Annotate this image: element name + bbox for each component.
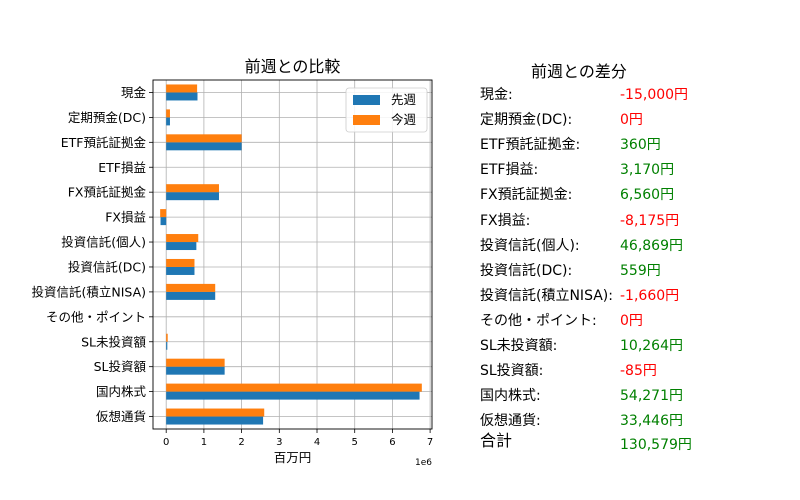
diff-value: 0円 xyxy=(620,312,643,329)
diff-value: -85円 xyxy=(620,363,657,380)
bar-last-week xyxy=(166,341,168,350)
diff-value: 54,271円 xyxy=(620,388,683,405)
bar-this-week xyxy=(166,333,168,342)
y-tick-label: SL未投資額 xyxy=(81,334,146,349)
diff-label: ETF預託証拠金: xyxy=(480,137,581,154)
legend-swatch xyxy=(353,95,380,105)
diff-label: その他・ポイント: xyxy=(480,312,597,329)
x-tick-label: 4 xyxy=(314,437,320,448)
y-tick-label: 現金 xyxy=(121,85,147,100)
x-tick-label: 7 xyxy=(427,437,433,448)
y-tick-label: FX預託証拠金 xyxy=(68,185,147,200)
x-tick-label: 0 xyxy=(163,437,169,448)
diff-label: 国内株式: xyxy=(480,388,541,405)
bar-last-week xyxy=(166,391,420,400)
x-axis-label: 百万円 xyxy=(274,450,312,465)
y-tick-label: 投資信託(DC) xyxy=(68,259,146,274)
diff-value: 33,446円 xyxy=(620,413,683,430)
bar-last-week xyxy=(166,291,216,300)
y-tick-label: ETF損益 xyxy=(98,160,146,175)
diff-label: FX損益: xyxy=(480,212,531,229)
diff-value: 6,560円 xyxy=(620,187,675,204)
bar-last-week xyxy=(166,92,198,101)
x-tick-label: 2 xyxy=(238,437,244,448)
bar-this-week xyxy=(160,209,167,218)
bar-last-week xyxy=(166,266,195,275)
y-tick-label: 仮想通貨 xyxy=(96,409,146,424)
diff-label: 投資信託(DC): xyxy=(480,262,573,279)
diff-label: SL未投資額: xyxy=(480,338,558,354)
bar-this-week xyxy=(166,383,422,392)
bar-last-week xyxy=(160,217,167,226)
x-tick-label: 3 xyxy=(276,437,282,448)
diff-label: SL投資額: xyxy=(480,363,544,380)
bar-this-week xyxy=(166,109,170,118)
y-tick-label: その他・ポイント xyxy=(46,309,146,324)
legend-swatch xyxy=(353,115,380,125)
bar-this-week xyxy=(166,283,216,292)
bar-this-week xyxy=(166,184,219,193)
chart-title: 前週との比較 xyxy=(245,57,341,76)
diff-label: 投資信託(積立NISA): xyxy=(480,287,613,304)
bar-last-week xyxy=(166,366,225,375)
x-axis-offset-label: 1e6 xyxy=(415,458,432,468)
bar-this-week xyxy=(166,84,198,93)
diff-value: 10,264円 xyxy=(620,338,683,354)
diff-value: 559円 xyxy=(620,262,661,279)
diff-value: 3,170円 xyxy=(620,162,675,179)
x-tick-label: 6 xyxy=(389,437,395,448)
diff-label: FX預託証拠金: xyxy=(480,187,573,204)
y-tick-label: 国内株式 xyxy=(96,384,147,399)
diff-value: -1,660円 xyxy=(620,287,680,304)
diff-title: 前週との差分 xyxy=(531,62,627,81)
bar-this-week xyxy=(166,358,225,367)
bar-this-week xyxy=(166,258,195,267)
bar-this-week xyxy=(166,134,242,143)
legend-label: 先週 xyxy=(391,92,417,107)
bar-last-week xyxy=(166,192,219,201)
diff-label: 投資信託(個人): xyxy=(480,237,580,254)
plot-frame xyxy=(152,79,433,430)
diff-value: 46,869円 xyxy=(620,237,683,254)
diff-label: 仮想通貨: xyxy=(480,413,541,430)
x-tick-label: 5 xyxy=(352,437,358,448)
legend-label: 今週 xyxy=(391,112,417,127)
x-tick-label: 1 xyxy=(201,437,207,448)
diff-label: ETF損益: xyxy=(480,162,539,179)
y-tick-label: 定期預金(DC) xyxy=(68,110,146,125)
bar-last-week xyxy=(166,416,264,425)
diff-value: -15,000円 xyxy=(620,87,689,103)
diff-label: 現金: xyxy=(480,87,513,103)
diff-value: 0円 xyxy=(620,112,643,129)
bar-last-week xyxy=(166,117,170,126)
diff-total-value: 130,579円 xyxy=(620,437,692,453)
diff-label: 定期預金(DC): xyxy=(480,112,573,129)
y-tick-label: 投資信託(個人) xyxy=(61,235,146,250)
diff-total-label: 合計 xyxy=(480,431,513,450)
diff-value: 360円 xyxy=(620,137,661,154)
y-tick-label: 投資信託(積立NISA) xyxy=(31,284,146,299)
diff-value: -8,175円 xyxy=(620,212,680,229)
y-tick-label: SL投資額 xyxy=(94,359,147,374)
bar-last-week xyxy=(166,142,242,151)
y-tick-label: ETF預託証拠金 xyxy=(61,135,147,150)
bar-last-week xyxy=(166,242,197,251)
bar-this-week xyxy=(166,408,265,417)
y-tick-label: FX損益 xyxy=(105,210,146,225)
bar-this-week xyxy=(166,234,199,243)
